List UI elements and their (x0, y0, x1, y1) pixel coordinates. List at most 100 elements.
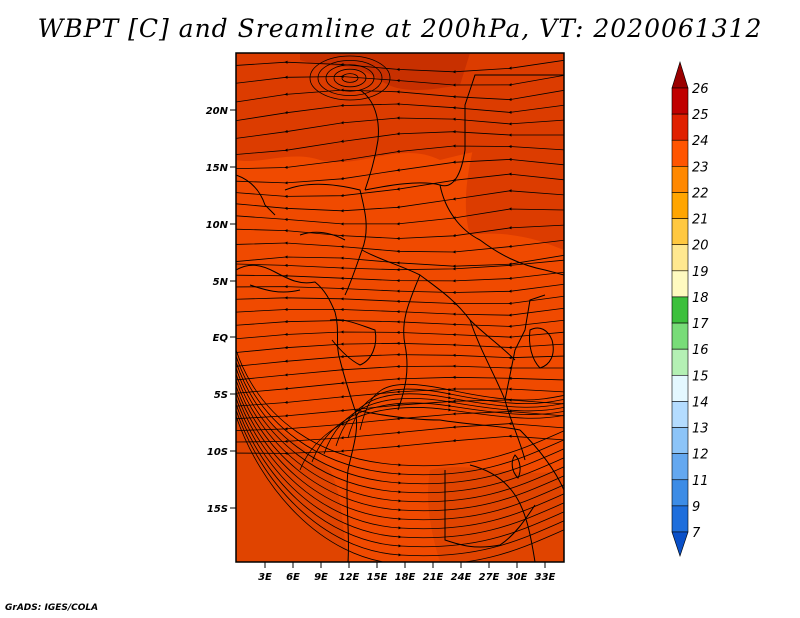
colorbar-segment (671, 113, 689, 141)
streamline (236, 409, 564, 557)
streamline (236, 379, 564, 512)
lon-label: 15E (367, 572, 388, 583)
latitude-axis: 20N 15N 10N 5N EQ 5S 10S 15S (206, 106, 236, 515)
colorbar-label: 23 (692, 160, 709, 175)
streamline (236, 88, 564, 103)
colorbar-segment (671, 427, 689, 454)
streamline (309, 55, 391, 101)
lon-label: 9E (314, 572, 328, 583)
colorbar-segment (671, 322, 689, 350)
lon-label: 27E (479, 572, 500, 583)
streamline (236, 318, 564, 328)
streamline (325, 64, 375, 92)
lon-label: 12E (339, 572, 360, 583)
streamline (236, 295, 564, 306)
lat-label: 10S (207, 447, 228, 458)
colorbar-segment (671, 505, 689, 533)
colorbar-label: 13 (692, 422, 709, 437)
colorbar-label: 18 (692, 291, 709, 306)
streamline (236, 415, 564, 562)
lon-label: 6E (286, 572, 300, 583)
colorbar-label: 21 (692, 213, 709, 228)
colorbar-top-arrow (671, 60, 689, 89)
streamline (236, 102, 564, 122)
streamline (236, 434, 564, 455)
colorbar-segment (671, 348, 689, 376)
colorbar-label: 14 (692, 395, 709, 410)
colorbar-label: 9 (692, 500, 700, 515)
lon-label: 18E (395, 572, 416, 583)
colorbar-segment (671, 270, 689, 298)
streamline (236, 283, 564, 295)
colorbar-segment (671, 401, 689, 428)
colorbar-label: 16 (692, 343, 709, 358)
coastlines-borders (236, 74, 564, 562)
colorbar-label: 17 (692, 317, 709, 332)
streamline (317, 60, 383, 96)
streamline (236, 239, 564, 254)
streamline (236, 355, 564, 476)
lon-label: 33E (535, 572, 556, 583)
lon-label: 3E (258, 572, 272, 583)
lat-label: 20N (206, 106, 229, 117)
streamline (359, 383, 564, 431)
lat-label: 15S (207, 504, 228, 515)
colorbar-segment (671, 453, 689, 481)
lat-label: 5N (213, 277, 229, 288)
colorbar-segment (671, 244, 689, 272)
streamline (236, 373, 564, 503)
streamline (236, 367, 564, 494)
colorbar-segment (671, 296, 689, 324)
colorbar-label: 22 (692, 186, 709, 201)
map-frame (235, 52, 565, 563)
streamline (299, 407, 564, 471)
streamline (311, 402, 564, 463)
streamline (236, 224, 564, 241)
lat-label: 5S (214, 390, 228, 401)
streamline (236, 330, 564, 340)
lon-label: 21E (423, 572, 444, 583)
colorbar-label: 7 (692, 526, 701, 541)
wbpt-field (236, 53, 564, 562)
lat-label: 15N (206, 163, 229, 174)
colorbar-segment (671, 374, 689, 402)
streamline (236, 59, 564, 74)
longitude-axis: 3E 6E 9E 12E 15E 18E 21E 24E 27E 30E 33E (258, 562, 556, 583)
colorbar-label: 20 (692, 239, 709, 254)
colorbar-segment (671, 166, 689, 193)
colorbar: 26 25 24 23 22 21 20 19 18 17 16 15 14 13 12 11 9 7 (671, 60, 709, 557)
streamline (236, 207, 564, 226)
streamline (236, 364, 564, 381)
colorbar-segment (671, 218, 689, 246)
colorbar-bottom-arrow (671, 531, 689, 557)
colorbar-label: 12 (692, 448, 709, 463)
lon-label: 24E (451, 572, 472, 583)
colorbar-segment (671, 479, 689, 507)
streamline (347, 388, 564, 439)
streamline (236, 349, 564, 467)
streamline (236, 259, 564, 272)
streamline (335, 393, 564, 447)
streamline (341, 73, 359, 83)
lat-label: EQ (213, 333, 229, 344)
streamline (236, 385, 564, 521)
colorbar-label: 15 (692, 369, 709, 384)
colorbar-label: 24 (692, 134, 709, 149)
streamline (236, 397, 564, 539)
streamline (236, 341, 564, 353)
map-title: WBPT [C] and Sreamline at 200hPa, VT: 20… (37, 14, 763, 43)
streamlines (236, 55, 564, 562)
streamline (236, 391, 564, 530)
colorbar-segment (671, 87, 689, 115)
colorbar-label: 11 (692, 474, 709, 489)
colorbar-segment (671, 192, 689, 219)
colorbar-label: 26 (692, 82, 709, 97)
streamline (236, 74, 564, 87)
streamline (236, 352, 564, 367)
colorbar-label: 25 (692, 108, 709, 123)
streamline (236, 271, 564, 283)
lon-label: 30E (507, 572, 528, 583)
grads-credit: GrADS: IGES/COLA (5, 603, 99, 613)
streamline (323, 398, 564, 455)
